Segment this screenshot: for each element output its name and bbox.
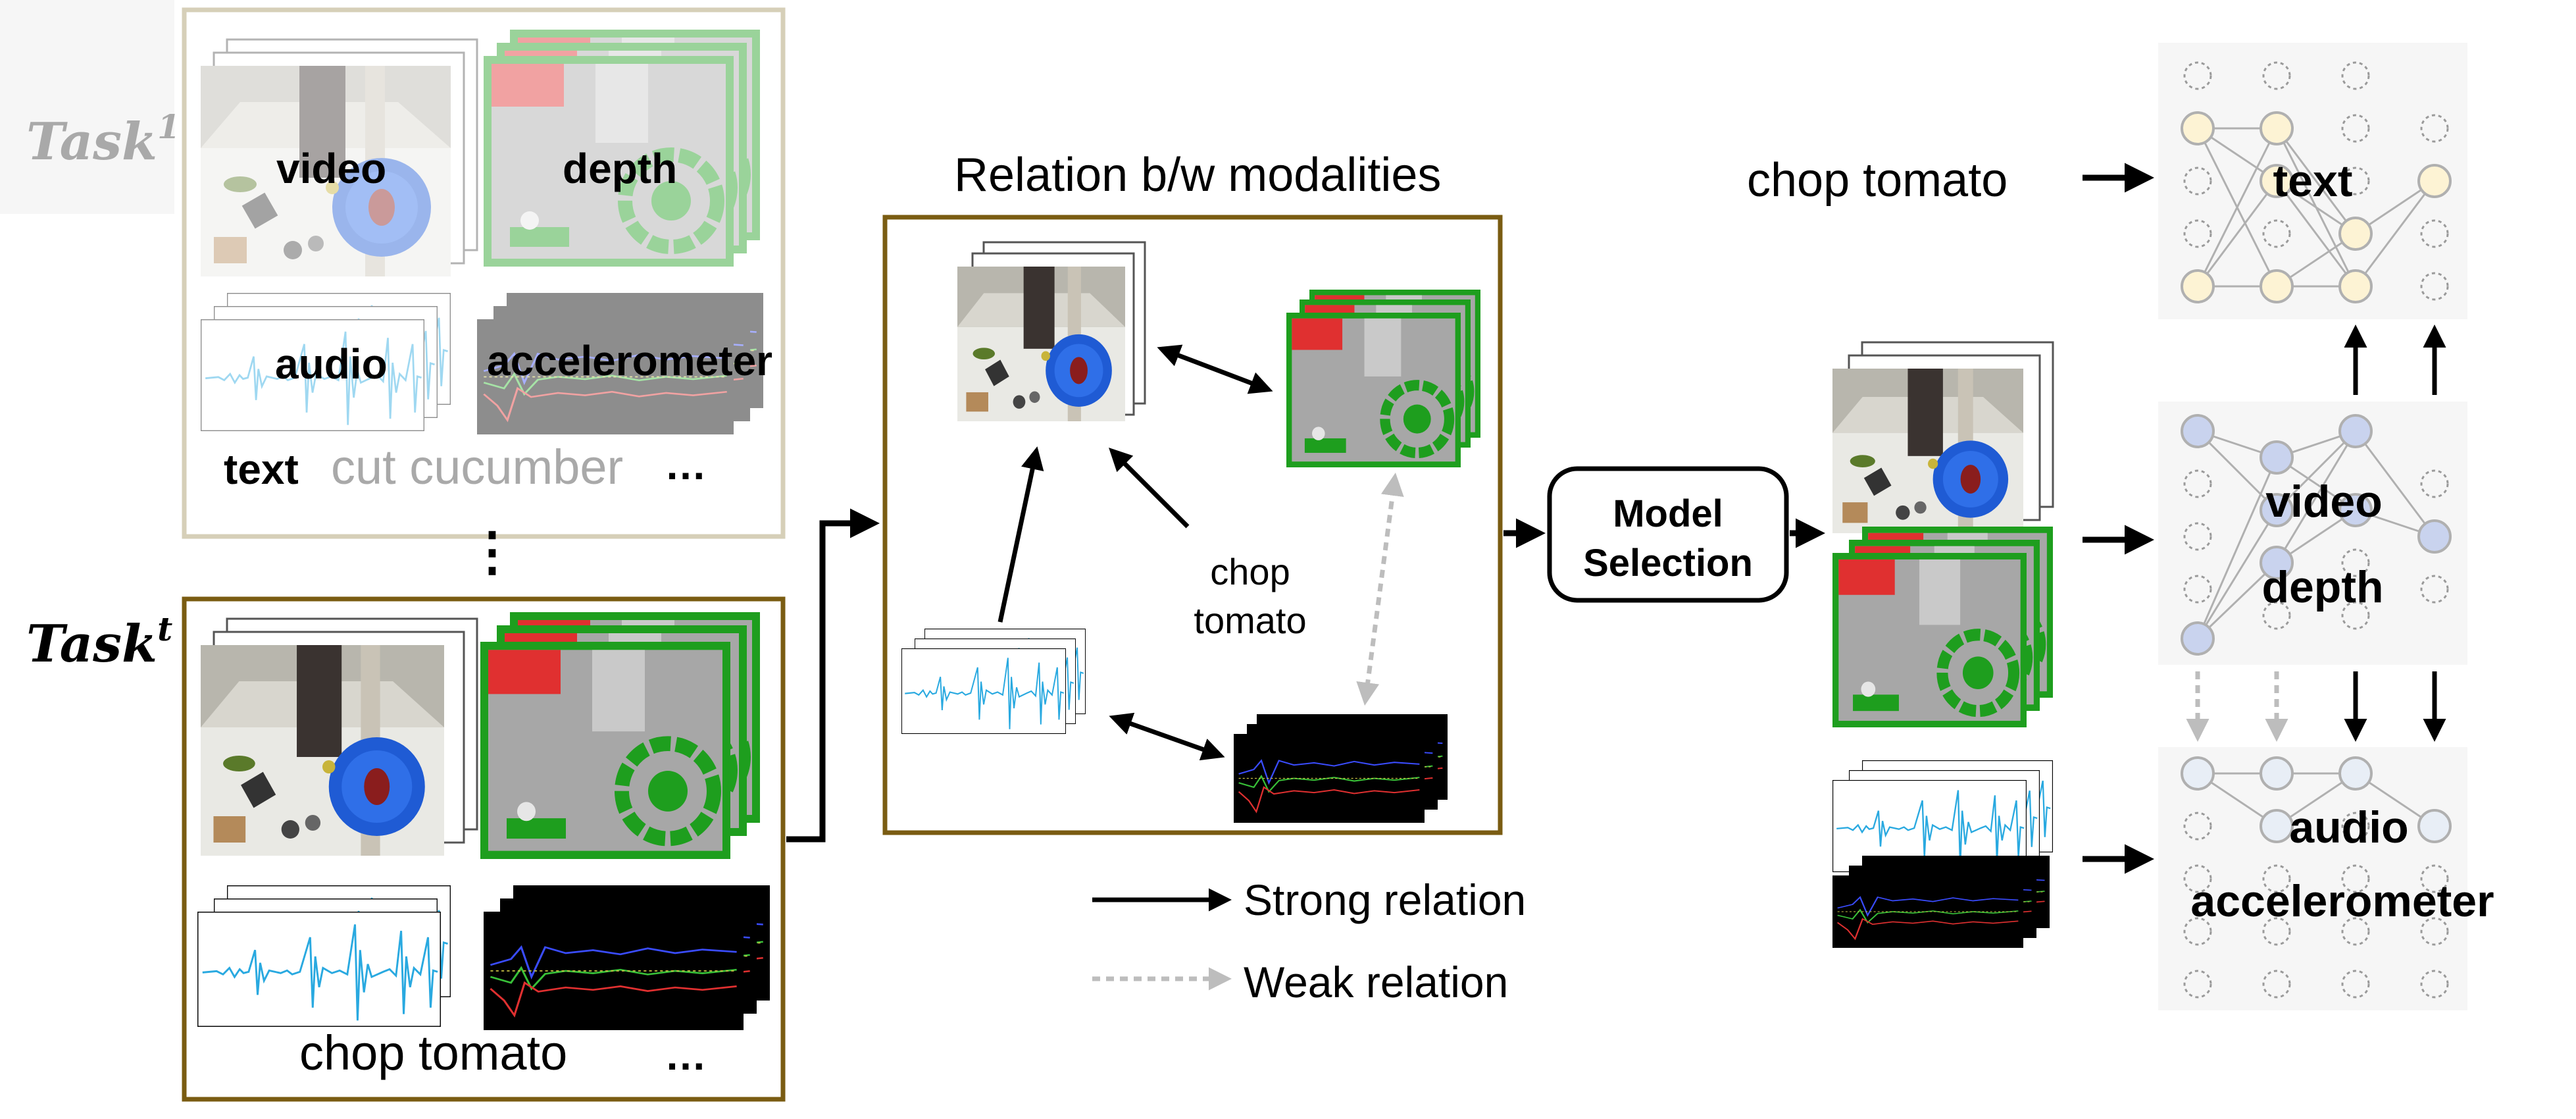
taskt-ellipsis: … [665, 1031, 707, 1079]
relation-text-line1: chop [1210, 551, 1290, 592]
model-selection-line1: Model [1613, 492, 1723, 535]
task1-text-label: text [224, 446, 299, 493]
task1-audio-label: audio [275, 340, 388, 388]
taskt-to-relation-arrow [786, 508, 880, 843]
aa-network-label-1: audio [2289, 802, 2408, 852]
taskt-title: Taskt [26, 610, 172, 674]
task1-depth-label: depth [563, 145, 677, 192]
aa-network-label-2: accelerometer [2190, 876, 2494, 926]
grouped-modalities [1832, 341, 2054, 948]
task1-title: Task1 [26, 107, 180, 172]
task1-label-background [0, 0, 174, 214]
legend: Strong relation Weak relation [1092, 875, 1526, 1006]
task1-accelerometer-label: accelerometer [487, 337, 772, 384]
taskt-depth-frame [480, 642, 730, 859]
text-network: text [2158, 43, 2467, 319]
relation-text-line2: tomato [1194, 600, 1306, 641]
grouped-video-frame [1832, 369, 2023, 533]
task1-text-value: cut cucumber [331, 440, 623, 494]
taskt-audio-frame [197, 912, 441, 1027]
relation-depth-frame [1286, 313, 1461, 467]
task1-ellipsis: … [665, 441, 707, 488]
taskt-text-value: chop tomato [299, 1026, 567, 1080]
text-video-strong-arrow [1109, 448, 1190, 529]
grouped-depth-frame [1832, 553, 2027, 727]
task1-media [201, 30, 763, 434]
vd-network-label-1: video [2265, 477, 2383, 527]
model-selection-line2: Selection [1583, 542, 1753, 585]
network-input-text: chop tomato [1747, 154, 2008, 207]
relation-panel: chop tomato [882, 215, 1503, 835]
vd-network-label-2: depth [2261, 562, 2383, 612]
taskt-accelerometer-frame [484, 912, 744, 1030]
relation-video-frame [957, 267, 1125, 421]
legend-weak-label: Weak relation [1244, 958, 1508, 1006]
grouped-accelerometer-frame [1832, 875, 2023, 948]
video-depth-strong-arrow [1157, 344, 1273, 394]
task1-panel: video depth audio accelerometer text cut… [0, 0, 786, 539]
audio-accelerometer-network: audio accelerometer [2158, 747, 2494, 1010]
legend-strong-label: Strong relation [1244, 875, 1526, 924]
vertical-ellipsis: ⋮ [466, 522, 518, 581]
video-depth-network: video depth [2158, 402, 2467, 665]
task1-video-label: video [276, 145, 386, 192]
depth-accelerometer-weak-arrow [1356, 473, 1404, 706]
taskt-panel: chop tomato … [182, 596, 786, 1102]
relation-accelerometer-frame [1234, 734, 1425, 823]
audio-accelerometer-strong-arrow [1109, 712, 1225, 761]
relation-audio-frame [901, 648, 1066, 734]
model-selection-box: Model Selection [1547, 466, 1789, 603]
relation-title: Relation b/w modalities [954, 149, 1441, 201]
audio-video-strong-arrow [998, 446, 1044, 623]
taskt-video-frame [201, 645, 444, 856]
text-network-label: text [2273, 156, 2353, 206]
